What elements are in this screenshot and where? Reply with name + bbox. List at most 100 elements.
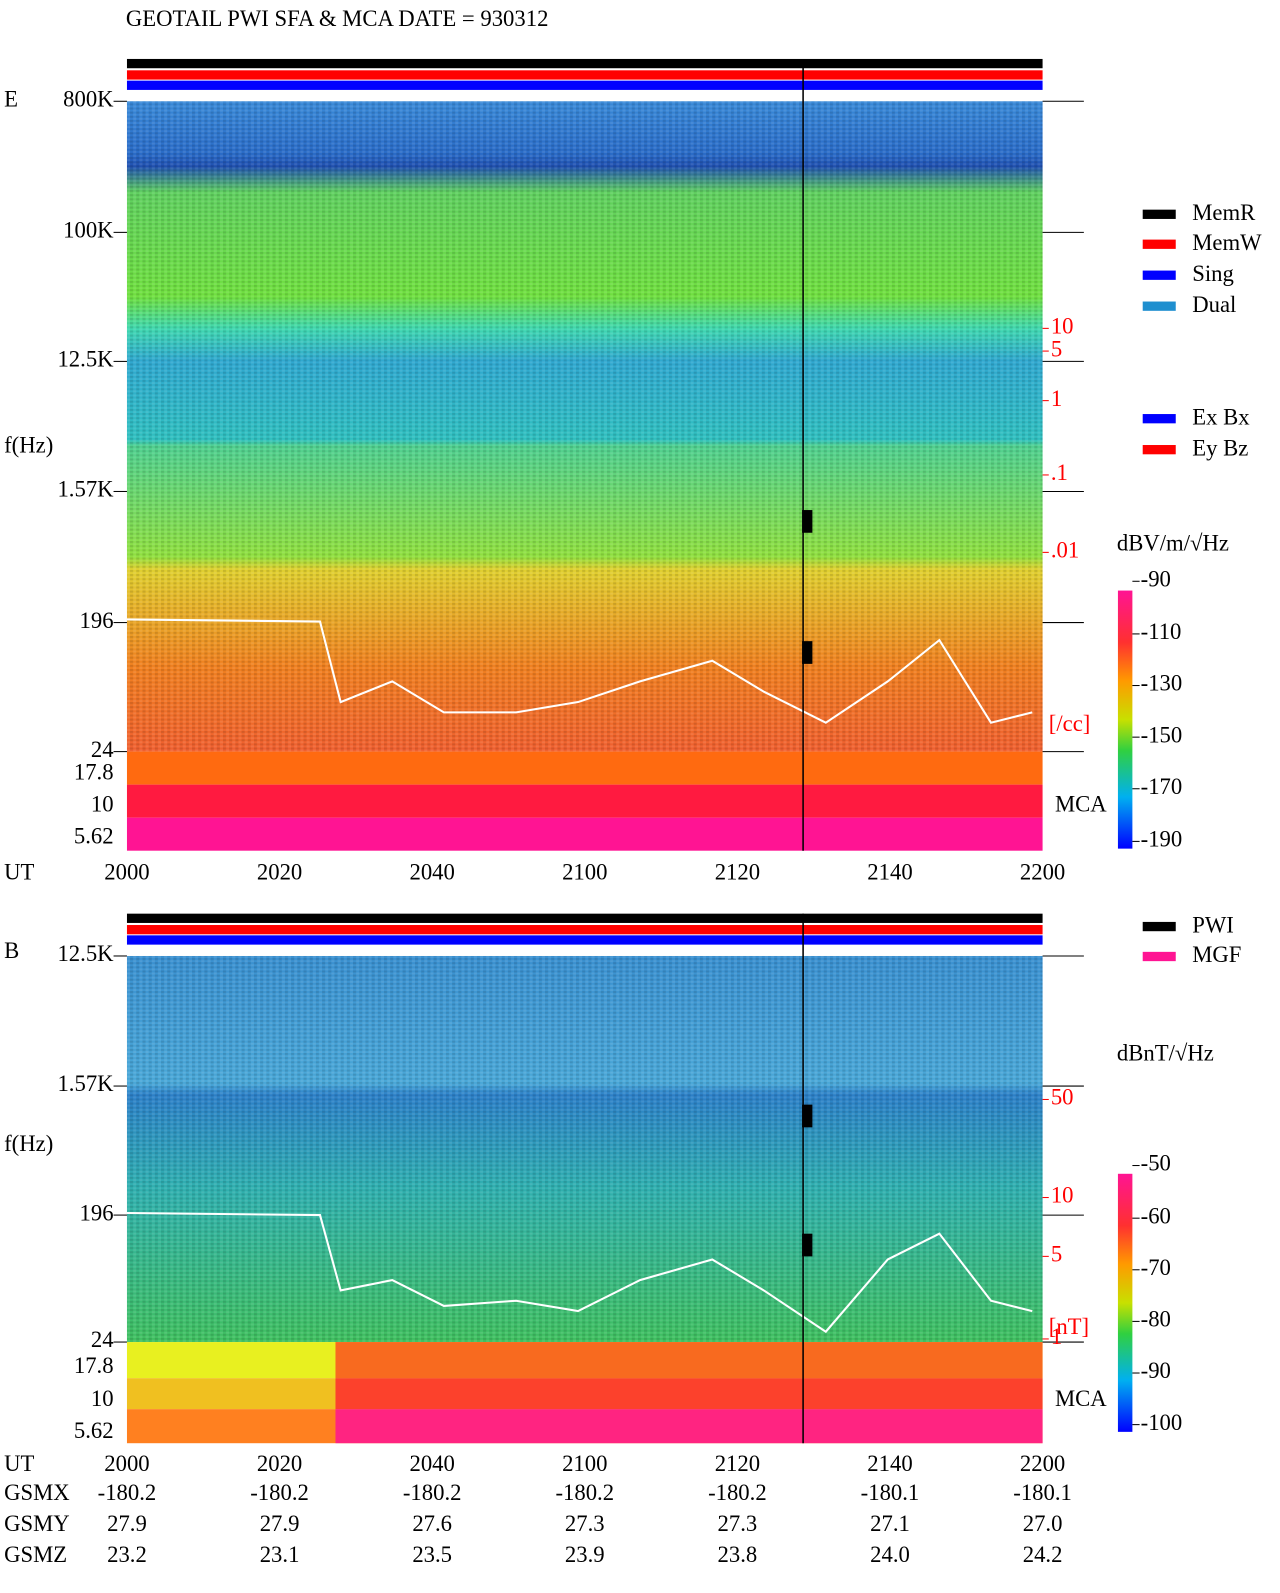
status-bar (126, 70, 1043, 80)
marker (802, 1104, 813, 1128)
orbit-value: -180.2 (708, 1480, 767, 1505)
right-tick-label: .1 (1051, 460, 1068, 485)
legend-label: MemW (1192, 230, 1262, 255)
right-tick-label: 10 (1051, 1183, 1074, 1208)
x-tick-label: 2100 (562, 1451, 607, 1476)
orbit-label: GSMZ (4, 1542, 67, 1567)
mca-label: MCA (1055, 792, 1107, 817)
x-tick-label: 2000 (104, 1451, 149, 1476)
colorbar-tick-label: -130 (1141, 671, 1183, 696)
right-tick-label: .01 (1051, 538, 1079, 563)
x-tick-label: 2000 (104, 860, 149, 885)
colorbar-tick-label: -110 (1141, 619, 1182, 644)
right-tick-label: 10 (1051, 314, 1074, 339)
right-tick-label: 50 (1051, 1085, 1074, 1110)
y-axis-label: f(Hz) (4, 432, 53, 457)
right-tick-label: 5 (1051, 1242, 1062, 1267)
y-axis-label: f(Hz) (4, 1131, 53, 1156)
legend-swatch (1142, 270, 1176, 280)
status-bar (126, 80, 1043, 90)
y-tick-label: 196 (80, 608, 114, 633)
y-tick-label: 5.62 (74, 1418, 114, 1443)
orbit-value: 23.1 (260, 1542, 300, 1567)
status-bar (126, 913, 1043, 923)
colorbar-tick-label: -90 (1141, 566, 1171, 591)
title: GEOTAIL PWI SFA & MCA DATE = 930312 (126, 6, 549, 31)
orbit-value: -180.2 (250, 1480, 309, 1505)
colorbar (1117, 1173, 1133, 1432)
legend-swatch (1142, 921, 1176, 932)
mca-band (126, 817, 1043, 851)
legend-swatch (1142, 414, 1176, 424)
marker (802, 641, 813, 664)
x-tick-label: 2040 (409, 860, 454, 885)
legend-label: Sing (1192, 261, 1234, 286)
x-tick-label: 2140 (867, 1451, 912, 1476)
colorbar-unit: dBV/m/√Hz (1117, 530, 1229, 555)
y-tick-label: 100K (63, 218, 114, 243)
orbit-value: -180.2 (555, 1480, 614, 1505)
colorbar-tick-label: -80 (1141, 1307, 1171, 1332)
colorbar-tick-label: -190 (1141, 827, 1183, 852)
orbit-value: 27.3 (565, 1511, 605, 1536)
legend-label: PWI (1192, 912, 1234, 937)
colorbar-tick-label: -150 (1141, 722, 1183, 747)
legend-label: Ex Bx (1192, 404, 1250, 429)
mca-band (335, 1378, 1043, 1410)
colorbar-tick-label: -70 (1141, 1255, 1171, 1280)
colorbar-tick-label: -50 (1141, 1151, 1171, 1176)
orbit-value: -180.1 (861, 1480, 920, 1505)
colorbar-tick-label: -170 (1141, 774, 1183, 799)
mca-band (335, 1409, 1043, 1444)
y-tick-label: 800K (63, 86, 114, 111)
legend-swatch (1142, 209, 1176, 219)
status-bar (126, 925, 1043, 935)
right-tick-label: 1 (1051, 1324, 1062, 1349)
mca-band (335, 1342, 1043, 1379)
mca-band (126, 784, 1043, 818)
legend-swatch (1142, 445, 1176, 455)
x-tick-label: 2200 (1020, 860, 1065, 885)
right-tick-label: 1 (1051, 386, 1062, 411)
y-tick-label: 1.57K (57, 477, 114, 502)
y-tick-label: 17.8 (74, 1353, 114, 1378)
x-tick-label: 2040 (409, 1451, 454, 1476)
orbit-value: 27.9 (107, 1511, 147, 1536)
y-tick-label: 1.57K (57, 1071, 114, 1096)
orbit-value: 27.6 (412, 1511, 452, 1536)
right-axis-unit: [/cc] (1049, 711, 1091, 736)
colorbar-tick-label: -90 (1141, 1358, 1171, 1383)
legend-swatch (1142, 239, 1176, 249)
legend-label: Ey Bz (1192, 435, 1248, 460)
marker (802, 510, 813, 533)
orbit-value: 27.3 (718, 1511, 758, 1536)
status-bar (126, 935, 1043, 945)
orbit-value: -180.2 (98, 1480, 157, 1505)
orbit-label: GSMY (4, 1511, 70, 1536)
x-tick-label: 2020 (257, 1451, 302, 1476)
right-axis-unit: [nT] (1049, 1314, 1089, 1339)
panel-label: B (4, 938, 19, 963)
spectrogram-texture (126, 101, 1043, 752)
y-tick-label: 10 (91, 1386, 114, 1411)
x-tick-label: 2120 (715, 1451, 760, 1476)
y-tick-label: 24 (91, 1327, 114, 1352)
orbit-value: 23.5 (412, 1542, 452, 1567)
colorbar-unit: dBnT/√Hz (1117, 1040, 1214, 1065)
colorbar-tick-label: -100 (1141, 1410, 1183, 1435)
y-tick-label: 12.5K (57, 941, 114, 966)
colorbar-tick-label: -60 (1141, 1203, 1171, 1228)
x-tick-label: 2020 (257, 860, 302, 885)
orbit-label: GSMX (4, 1480, 70, 1505)
mca-label: MCA (1055, 1386, 1107, 1411)
y-tick-label: 17.8 (74, 760, 114, 785)
x-tick-label: 2140 (867, 860, 912, 885)
orbit-value: 27.0 (1023, 1511, 1063, 1536)
colorbar (1117, 590, 1133, 849)
right-tick-label: 5 (1051, 336, 1062, 361)
legend-label: MemR (1192, 200, 1256, 225)
x-tick-label: 2100 (562, 860, 607, 885)
orbit-value: 27.1 (870, 1511, 910, 1536)
orbit-value: 24.0 (870, 1542, 910, 1567)
